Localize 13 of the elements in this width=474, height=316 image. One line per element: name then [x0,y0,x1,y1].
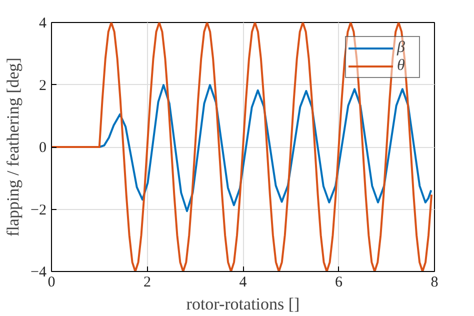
x-tick-label: 8 [430,274,438,290]
x-axis-title: rotor-rotations [] [186,294,300,314]
y-tick-label: 4 [39,16,47,32]
x-tick-label: 2 [144,274,151,290]
y-tick-label: −4 [30,264,47,280]
y-tick-label: −2 [30,202,47,218]
y-tick-label: 2 [39,78,46,94]
legend-label: θ [397,57,406,75]
x-tick-label: 6 [335,274,343,290]
line-series [52,22,433,272]
x-tick-label: 4 [239,274,248,290]
y-tick-label: 0 [39,140,46,156]
y-axis-title: flapping / feathering [deg] [4,58,23,236]
